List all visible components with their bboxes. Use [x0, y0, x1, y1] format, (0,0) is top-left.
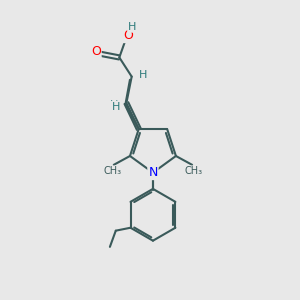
Text: H: H: [110, 100, 118, 110]
Text: N: N: [148, 166, 158, 179]
Text: H: H: [139, 70, 147, 80]
Text: H: H: [112, 102, 120, 112]
Text: CH₃: CH₃: [184, 166, 202, 176]
Text: O: O: [91, 45, 101, 58]
Text: H: H: [128, 22, 136, 32]
Text: O: O: [123, 29, 133, 42]
Text: CH₃: CH₃: [103, 166, 122, 176]
